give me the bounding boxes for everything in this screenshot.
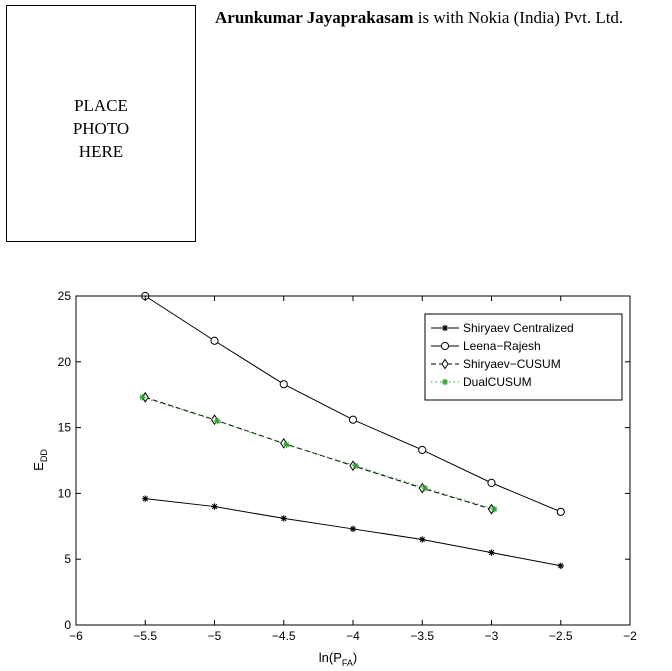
x-tick-label: −3.5 — [410, 629, 434, 643]
legend-marker — [440, 341, 450, 351]
legend-label: Shiryaev−CUSUM — [463, 357, 561, 371]
data-point — [421, 484, 429, 492]
author-bio: Arunkumar Jayaprakasam is with Nokia (In… — [215, 7, 670, 29]
x-tick-label: −6 — [69, 629, 83, 643]
y-tick-label: 0 — [64, 618, 71, 632]
legend-label: Leena−Rajesh — [463, 339, 541, 353]
data-point — [557, 562, 564, 569]
x-axis-label: ln(PFA) — [319, 650, 357, 668]
x-tick-label: −2 — [623, 629, 637, 643]
data-point — [491, 505, 498, 513]
y-tick-label: 20 — [58, 355, 72, 369]
legend-label: Shiryaev Centralized — [463, 321, 574, 335]
data-point — [142, 495, 149, 502]
x-tick-label: −5.5 — [133, 629, 157, 643]
data-point — [352, 462, 359, 469]
x-tick-label: −2.5 — [549, 629, 573, 643]
legend: Shiryaev Centralized Leena−Rajesh Shiryaev… — [424, 313, 623, 401]
series-2 — [141, 391, 496, 515]
series-line — [142, 396, 495, 510]
axes: −6 −5.5 −5 −4.5 −4 −3.5 −3 −2.5 −2 0 5 10 15 20 25 — [58, 289, 638, 643]
x-tick-label: −5 — [208, 629, 222, 643]
data-point — [211, 503, 218, 510]
photo-line-3: HERE — [78, 142, 124, 161]
author-bio-text: is with Nokia (India) Pvt. Ltd. — [413, 8, 624, 27]
y-tick-label: 15 — [58, 421, 72, 435]
data-point — [487, 478, 496, 487]
data-point — [556, 507, 565, 516]
photo-line-2: PHOTO — [72, 119, 130, 138]
y-axis-label: EDD — [31, 449, 49, 471]
legend-item: DualCUSUM — [431, 375, 532, 389]
data-point — [488, 549, 495, 556]
x-tick-label: −4.5 — [272, 629, 296, 643]
legend-marker — [441, 358, 449, 370]
legend-item: Shiryaev−CUSUM — [431, 357, 561, 371]
y-tick-label: 5 — [64, 552, 71, 566]
data-point — [283, 441, 290, 448]
photo-line-1: PLACE — [74, 96, 128, 115]
legend-item: Shiryaev Centralized — [431, 321, 574, 335]
y-tick-label: 10 — [58, 486, 72, 500]
legend-item: Leena−Rajesh — [431, 339, 541, 353]
author-name: Arunkumar Jayaprakasam — [215, 8, 414, 27]
series-0 — [142, 495, 564, 569]
data-point — [418, 445, 427, 455]
data-point — [139, 394, 146, 401]
data-point — [279, 380, 288, 389]
data-point — [349, 525, 357, 533]
x-tick-label: −3 — [485, 629, 499, 643]
legend-label: DualCUSUM — [463, 375, 532, 389]
photo-placeholder-text: PLACE PHOTO HERE — [7, 94, 195, 163]
data-point — [210, 336, 219, 345]
data-point — [280, 515, 287, 522]
data-point — [214, 417, 221, 425]
series-3 — [139, 394, 498, 513]
y-tick-label: 25 — [58, 289, 72, 303]
legend-marker — [441, 378, 449, 386]
data-point — [348, 415, 358, 424]
data-point — [419, 536, 426, 543]
legend-marker — [441, 324, 449, 332]
x-tick-label: −4 — [346, 629, 360, 643]
series-line — [145, 498, 561, 567]
photo-placeholder: PLACE PHOTO HERE — [6, 5, 196, 242]
